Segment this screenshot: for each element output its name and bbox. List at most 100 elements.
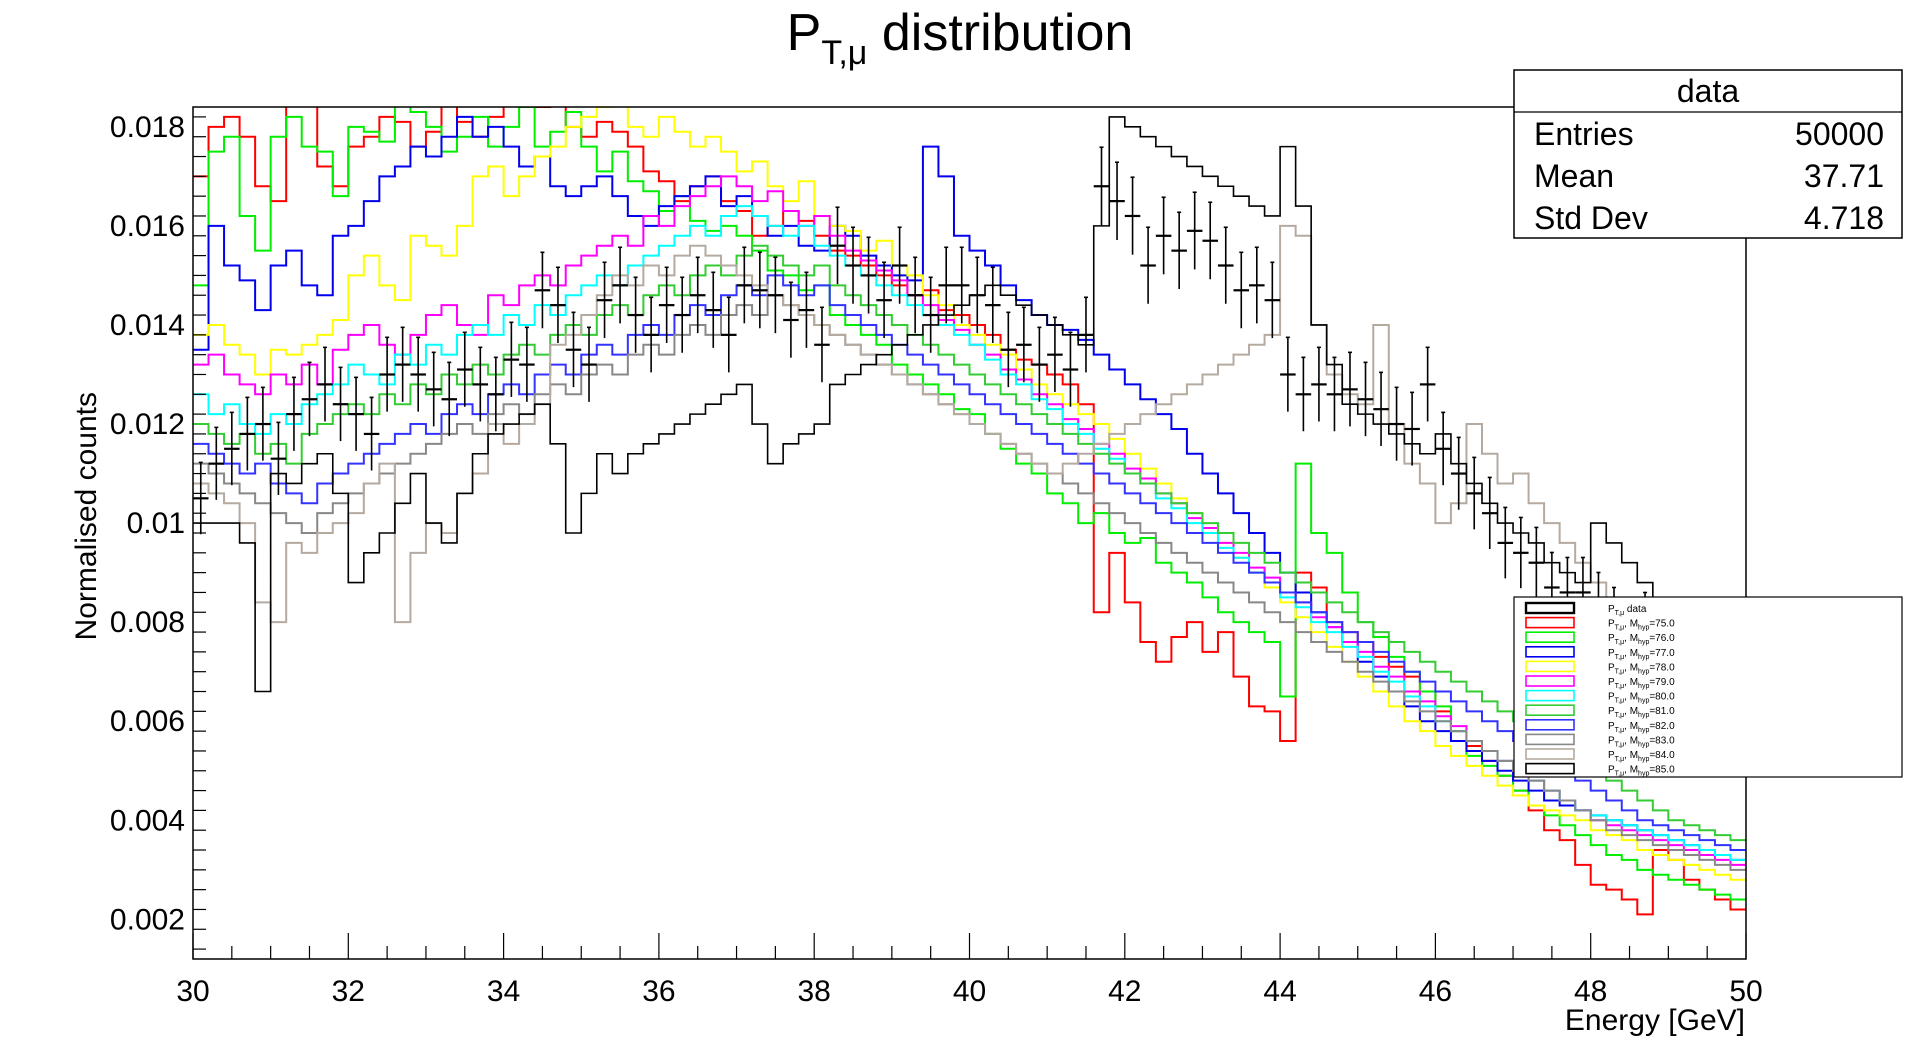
y-tick-label: 0.012 [110,408,185,441]
x-tick-label: 50 [1729,975,1762,1008]
x-tick-label: 44 [1263,975,1296,1008]
legend-swatch [1525,762,1575,775]
series-m-81-0 [193,244,1746,842]
stats-title: data [1677,73,1739,109]
data-point [1016,306,1032,383]
legend-swatch [1524,601,1576,615]
y-tick-label: 0.01 [127,507,185,540]
data-point [1062,331,1079,407]
x-tick-label: 42 [1108,975,1141,1008]
title-subscript: T,μ [821,34,867,72]
data-point [689,256,706,334]
data-point [317,346,333,422]
data-point [1513,516,1529,589]
data-point [907,256,923,334]
data-point [425,351,442,427]
x-tick-label: 36 [642,975,675,1008]
legend-swatch [1525,675,1575,687]
legend-label: PT,μ, Mhyp=84.0 [1608,750,1675,763]
data-point [596,261,613,339]
data-point [193,461,209,535]
data-point [1031,326,1048,402]
legend-label: PT,μ, Mhyp=82.0 [1608,721,1675,734]
stats-entries-label: Entries [1534,116,1634,152]
data-point [1249,246,1265,324]
data-point [705,271,722,348]
x-axis-label: Energy [GeV] [1565,1004,1745,1037]
data-point [1481,476,1498,549]
x-axis: 30 32 34 36 38 40 42 44 46 48 50 [176,933,1763,1008]
legend-entry: PT,μ, Mhyp=76.0 [1525,631,1675,646]
data-point [394,326,411,402]
legend-swatch [1525,660,1575,673]
data-point [348,376,364,451]
data-point [363,396,380,471]
data-point [922,276,939,353]
data-point [1373,371,1389,446]
series-m-82-0 [193,274,1746,852]
data-point [1388,386,1405,461]
data-point [1093,146,1110,226]
legend-entry: PT,μ, Mhyp=80.0 [1525,689,1675,705]
data-point [270,421,287,496]
data-point [410,336,426,412]
legend-label: PT,μ, Mhyp=83.0 [1608,735,1675,748]
data-point [969,256,986,334]
legend-entry: PT,μ, Mhyp=82.0 [1525,718,1675,734]
y-axis-label: Normalised counts [70,392,103,640]
data-point [860,236,877,314]
legend-label: PT,μ, Mhyp=77.0 [1608,648,1675,661]
data-point [1466,456,1482,530]
legend-label: PT,μ, Mhyp=80.0 [1608,692,1675,705]
data-point [1419,346,1436,422]
data-point [643,296,659,373]
data-point [1404,391,1420,466]
data-point [1450,436,1467,510]
data-point [1140,226,1156,304]
data-point [332,366,349,442]
data-point [1000,311,1017,388]
x-tick-label: 30 [176,975,209,1008]
data-point [519,326,535,402]
legend-label: PT,μ, Mhyp=78.0 [1608,662,1675,675]
data-point [301,361,318,437]
legend-label: PT,μ, Mhyp=81.0 [1608,706,1675,719]
legend-entry: PT,μ, Mhyp=77.0 [1525,645,1675,661]
data-point [1186,191,1203,270]
legend-entry: PT,μ data [1524,601,1647,617]
data-point [224,411,240,486]
data-point [255,386,271,461]
data-point [239,396,256,471]
data-errorbars [193,146,1746,765]
y-tick-label: 0.014 [110,309,185,342]
data-point [1124,176,1141,255]
data-point [1497,506,1514,579]
legend: PT,μ data PT,μ, Mhyp=75.0PT,μ, Mhyp=76.0 P… [1513,596,1903,778]
data-point [488,356,504,432]
data-point [752,251,768,329]
data-point [767,256,784,334]
data-point [565,311,582,388]
data-point [814,306,830,383]
stats-entries-value: 50000 [1795,116,1884,152]
data-point [845,226,861,304]
data-point [938,246,954,324]
data-point [457,331,473,407]
data-point [208,426,225,500]
title-rest: distribution [867,4,1133,62]
data-point [876,261,892,339]
data-point [534,251,551,329]
x-tick-label: 48 [1574,975,1607,1008]
data-point [1078,296,1094,373]
data-point [1435,411,1451,486]
legend-swatch [1525,704,1575,717]
data-point [985,266,1001,343]
data-point [674,276,690,353]
data-point [1171,211,1187,290]
chart-title: PT,μ distribution [787,4,1134,72]
y-tick-label: 0.002 [110,903,185,936]
legend-swatch [1525,718,1575,731]
legend-label: PT,μ data [1608,604,1647,617]
x-tick-label: 46 [1419,975,1452,1008]
data-point [503,321,520,397]
